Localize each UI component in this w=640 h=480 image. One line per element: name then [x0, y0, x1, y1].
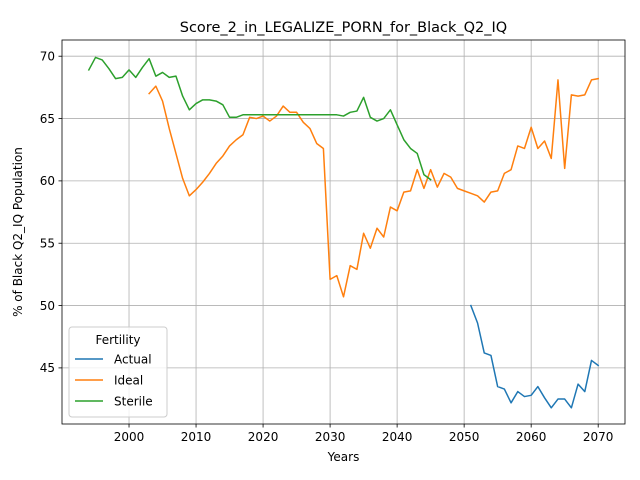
y-tick-label: 55 [40, 237, 55, 251]
x-tick-label: 2020 [248, 430, 279, 444]
series-line-actual [469, 304, 600, 409]
y-tick-label: 65 [40, 112, 55, 126]
x-tick-label: 2000 [114, 430, 145, 444]
x-tick-label: 2060 [516, 430, 547, 444]
y-tick-label: 45 [40, 361, 55, 375]
axis-ticks: 2000 2010 2020 2030 2040 2050 2060 2070 45 50 55 60… [40, 50, 614, 444]
x-tick-label: 2040 [382, 430, 413, 444]
y-tick-label: 60 [40, 174, 55, 188]
y-axis-title: % of Black Q2_IQ Population [11, 147, 25, 317]
x-tick-label: 2050 [449, 430, 480, 444]
series-line-ideal [148, 77, 600, 298]
series-line-sterile [87, 56, 432, 181]
y-tick-label: 50 [40, 299, 55, 313]
plot-frame [61, 39, 626, 425]
legend-entries: Actual Ideal Sterile [75, 352, 153, 408]
x-tick-label: 2030 [315, 430, 346, 444]
chart-title: Score_2_in_LEGALIZE_PORN_for_Black_Q2_IQ [180, 20, 507, 36]
x-tick-label: 2010 [181, 430, 212, 444]
x-axis-title: Years [327, 450, 360, 464]
y-tick-label: 70 [40, 50, 55, 64]
x-tick-label: 2070 [583, 430, 614, 444]
legend: Fertility Actual Ideal Sterile [68, 326, 168, 418]
series-lines [87, 56, 600, 409]
legend-title: Fertility [95, 333, 140, 347]
legend-label-sterile: Sterile [114, 394, 153, 408]
legend-label-actual: Actual [114, 352, 152, 366]
legend-box [68, 326, 168, 418]
legend-label-ideal: Ideal [114, 373, 143, 387]
